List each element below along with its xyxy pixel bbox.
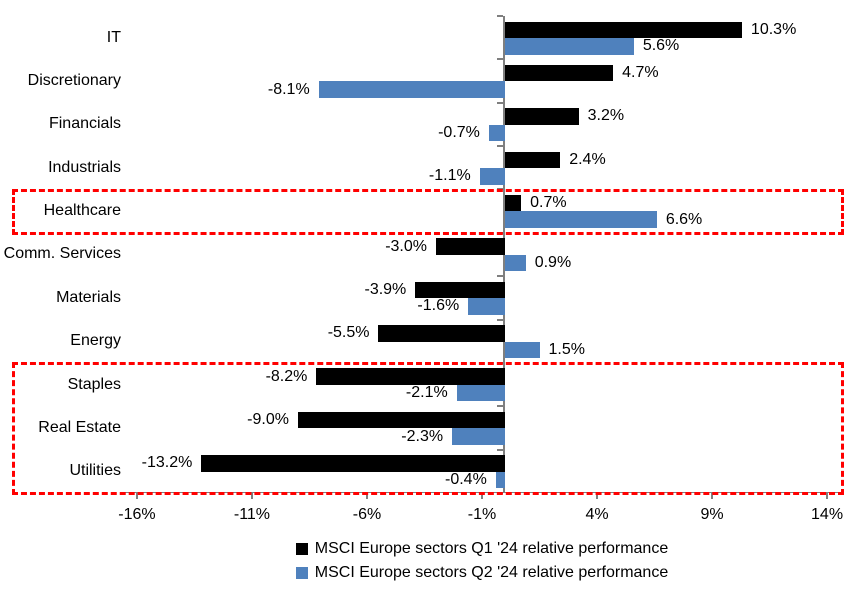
x-axis-tick-9 [711,493,714,499]
category-label-it: IT [106,28,121,46]
y-axis-tick [497,145,503,148]
value-label-q1-it: 10.3% [750,20,797,38]
bar-q2-financials [488,124,505,142]
x-axis-tick-4 [596,493,599,499]
y-axis-tick [497,405,503,408]
x-tick-label-9: 9% [700,506,724,523]
bar-q2-materials [468,298,505,315]
bar-q1-real-estate [297,411,505,429]
bar-q2-industrials [479,168,505,185]
bar-q2-staples [456,384,505,402]
y-axis-tick [497,101,503,104]
bar-q1-comm-services [435,238,505,255]
x-tick-label-1: -1% [467,506,497,523]
bar-q2-discretionary [318,81,505,98]
category-label-comm-services: Comm. Services [3,245,121,263]
value-label-q1-discretionary: 4.7% [622,64,659,82]
value-label-q1-staples: -8.2% [265,367,308,385]
category-label-energy: Energy [70,332,121,350]
value-label-q2-real-estate: -2.3% [401,427,444,445]
x-tick-label-4: 4% [585,506,609,523]
bar-q2-healthcare [505,211,657,228]
bar-q1-healthcare [505,194,522,212]
legend-label-q2: MSCI Europe sectors Q2 '24 relative perf… [314,564,669,581]
value-label-q1-healthcare: 0.7% [530,194,567,212]
legend-label-q1: MSCI Europe sectors Q1 '24 relative perf… [314,540,669,557]
x-axis-tick-11 [250,493,253,499]
x-tick-label-6: -6% [352,506,382,523]
bar-q2-comm-services [505,254,526,272]
category-label-discretionary: Discretionary [27,72,121,90]
value-label-q1-utilities: -13.2% [141,454,193,472]
y-axis-tick [497,15,503,17]
category-label-financials: Financials [48,115,121,133]
category-label-materials: Materials [56,288,121,306]
bar-q1-energy [378,325,505,342]
x-axis-tick-6 [365,493,368,499]
value-label-q2-comm-services: 0.9% [534,254,572,272]
value-label-q2-it: 5.6% [642,37,680,55]
x-axis-tick-14 [826,493,829,499]
y-axis-tick [497,275,503,278]
value-label-q2-energy: 1.5% [548,340,585,358]
bar-q1-discretionary [505,64,614,82]
bar-q2-energy [505,341,540,359]
category-label-real-estate: Real Estate [38,418,121,436]
category-label-staples: Staples [67,375,121,393]
legend-item-q2: MSCI Europe sectors Q2 '24 relative perf… [122,561,842,585]
x-tick-label-14: 14% [811,506,844,523]
value-label-q1-energy: -5.5% [327,324,370,342]
bar-q1-utilities [201,455,505,472]
highlight-box-2 [12,362,844,495]
value-label-q1-materials: -3.9% [364,280,407,298]
value-label-q2-discretionary: -8.1% [267,80,310,98]
x-axis-tick-1 [481,493,483,499]
value-label-q2-industrials: -1.1% [428,167,471,185]
category-label-healthcare: Healthcare [43,202,121,220]
value-label-q1-financials: 3.2% [587,107,625,125]
bar-q2-real-estate [452,428,505,445]
value-label-q1-real-estate: -9.0% [247,411,289,429]
y-axis-tick [497,448,503,451]
value-label-q2-materials: -1.6% [417,297,460,315]
value-label-q2-staples: -2.1% [405,384,448,402]
legend-swatch-q1-icon [295,543,308,555]
y-axis-tick [497,318,503,321]
bar-q1-industrials [505,151,561,169]
y-axis-tick [497,58,503,61]
bar-q1-financials [505,108,579,125]
category-label-utilities: Utilities [69,462,121,480]
category-label-industrials: Industrials [48,158,121,176]
x-tick-label-16: -16% [118,506,156,523]
value-label-q2-financials: -0.7% [438,123,480,141]
legend-swatch-q2-icon [295,567,308,579]
bar-q2-it [505,38,634,55]
bar-q1-it [505,21,742,38]
bar-q2-utilities [495,471,505,489]
legend-item-q1: MSCI Europe sectors Q1 '24 relative perf… [122,537,842,561]
x-axis-tick-16 [135,493,138,499]
value-label-q2-utilities: -0.4% [445,470,487,488]
value-label-q1-comm-services: -3.0% [385,237,427,255]
legend: MSCI Europe sectors Q1 '24 relative perf… [122,537,842,585]
highlight-box-1 [12,188,844,235]
bar-q1-staples [316,368,505,385]
value-label-q2-healthcare: 6.6% [665,210,703,228]
bar-q1-materials [415,281,505,299]
x-tick-label-11: -11% [233,506,271,523]
value-label-q1-industrials: 2.4% [569,150,606,168]
